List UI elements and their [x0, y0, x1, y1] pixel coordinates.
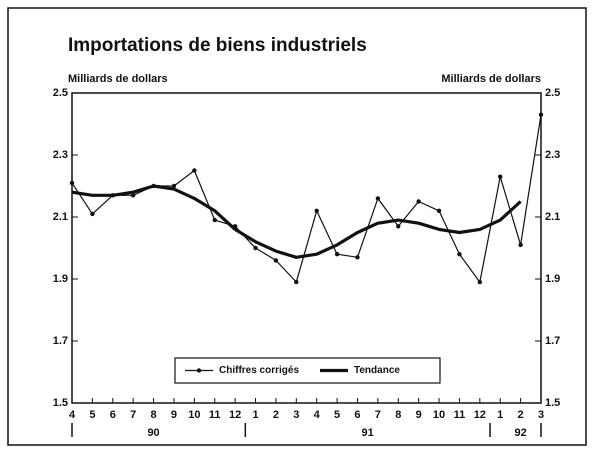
legend-marker [196, 368, 202, 373]
data-point [314, 208, 319, 213]
data-point [253, 245, 258, 251]
y2-tick-label: 2.3 [545, 149, 560, 161]
data-point [396, 224, 401, 229]
data-point [477, 279, 483, 285]
data-point [416, 199, 421, 204]
y-tick-label: 2.3 [53, 149, 68, 161]
legend-box [174, 357, 441, 384]
legend-label: Tendance [354, 365, 400, 376]
x-tick-label: 2 [273, 409, 279, 421]
data-point [457, 252, 462, 257]
y2-tick-label: 2.1 [545, 211, 560, 223]
data-point [171, 183, 177, 189]
frame [7, 7, 587, 446]
plot-area [71, 92, 542, 404]
x-tick-label: 9 [416, 409, 422, 421]
year-label: 92 [514, 427, 526, 439]
x-tick-label: 3 [538, 409, 544, 421]
data-point [69, 180, 75, 186]
data-point [498, 174, 503, 179]
y2-tick-label: 1.5 [545, 397, 560, 409]
y-tick-label: 1.5 [53, 397, 68, 409]
data-point [90, 211, 95, 217]
data-point [436, 208, 442, 213]
data-point [192, 168, 197, 173]
data-point [273, 258, 279, 263]
data-point [212, 217, 217, 223]
y2-tick-label: 2.5 [545, 87, 560, 99]
x-tick-label: 7 [375, 409, 381, 421]
x-tick-label: 12 [474, 409, 486, 421]
data-point [294, 279, 299, 285]
x-tick-label: 10 [433, 409, 445, 421]
x-tick-label: 7 [130, 409, 136, 421]
x-tick-label: 3 [293, 409, 299, 421]
y2-tick-label: 1.7 [545, 335, 560, 347]
x-tick-label: 6 [110, 409, 116, 421]
x-tick-label: 8 [151, 409, 157, 421]
data-point [538, 112, 544, 117]
data-point [518, 242, 523, 248]
x-tick-label: 1 [252, 409, 258, 421]
data-point [334, 252, 340, 257]
data-point [355, 255, 360, 260]
year-label: 90 [147, 427, 159, 439]
data-point [375, 196, 381, 201]
x-tick-label: 2 [518, 409, 524, 421]
data-point [130, 193, 136, 198]
y2-tick-label: 1.9 [545, 273, 560, 285]
y-tick-label: 1.7 [53, 335, 68, 347]
y-axis-label: Milliards de dollars [68, 73, 168, 85]
x-tick-label: 9 [171, 409, 177, 421]
x-tick-label: 4 [314, 409, 321, 421]
x-tick-label: 6 [354, 409, 360, 421]
x-tick-label: 12 [229, 409, 241, 421]
series-line [71, 184, 522, 259]
legend-label: Chiffres corrigés [219, 365, 299, 376]
y-tick-label: 2.1 [53, 211, 68, 223]
x-tick-label: 4 [69, 409, 76, 421]
x-tick-label: 8 [395, 409, 401, 421]
year-label: 91 [362, 427, 374, 439]
y2-axis-label: Milliards de dollars [441, 73, 541, 85]
y-tick-label: 1.9 [53, 273, 68, 285]
x-tick-label: 10 [188, 409, 200, 421]
y-tick-label: 2.5 [53, 87, 68, 99]
chart-title: Importations de biens industriels [68, 35, 367, 56]
x-tick-label: 5 [334, 409, 340, 421]
x-tick-label: 11 [454, 409, 466, 421]
x-tick-label: 11 [209, 409, 221, 421]
x-tick-label: 5 [89, 409, 95, 421]
x-tick-label: 1 [497, 409, 503, 421]
